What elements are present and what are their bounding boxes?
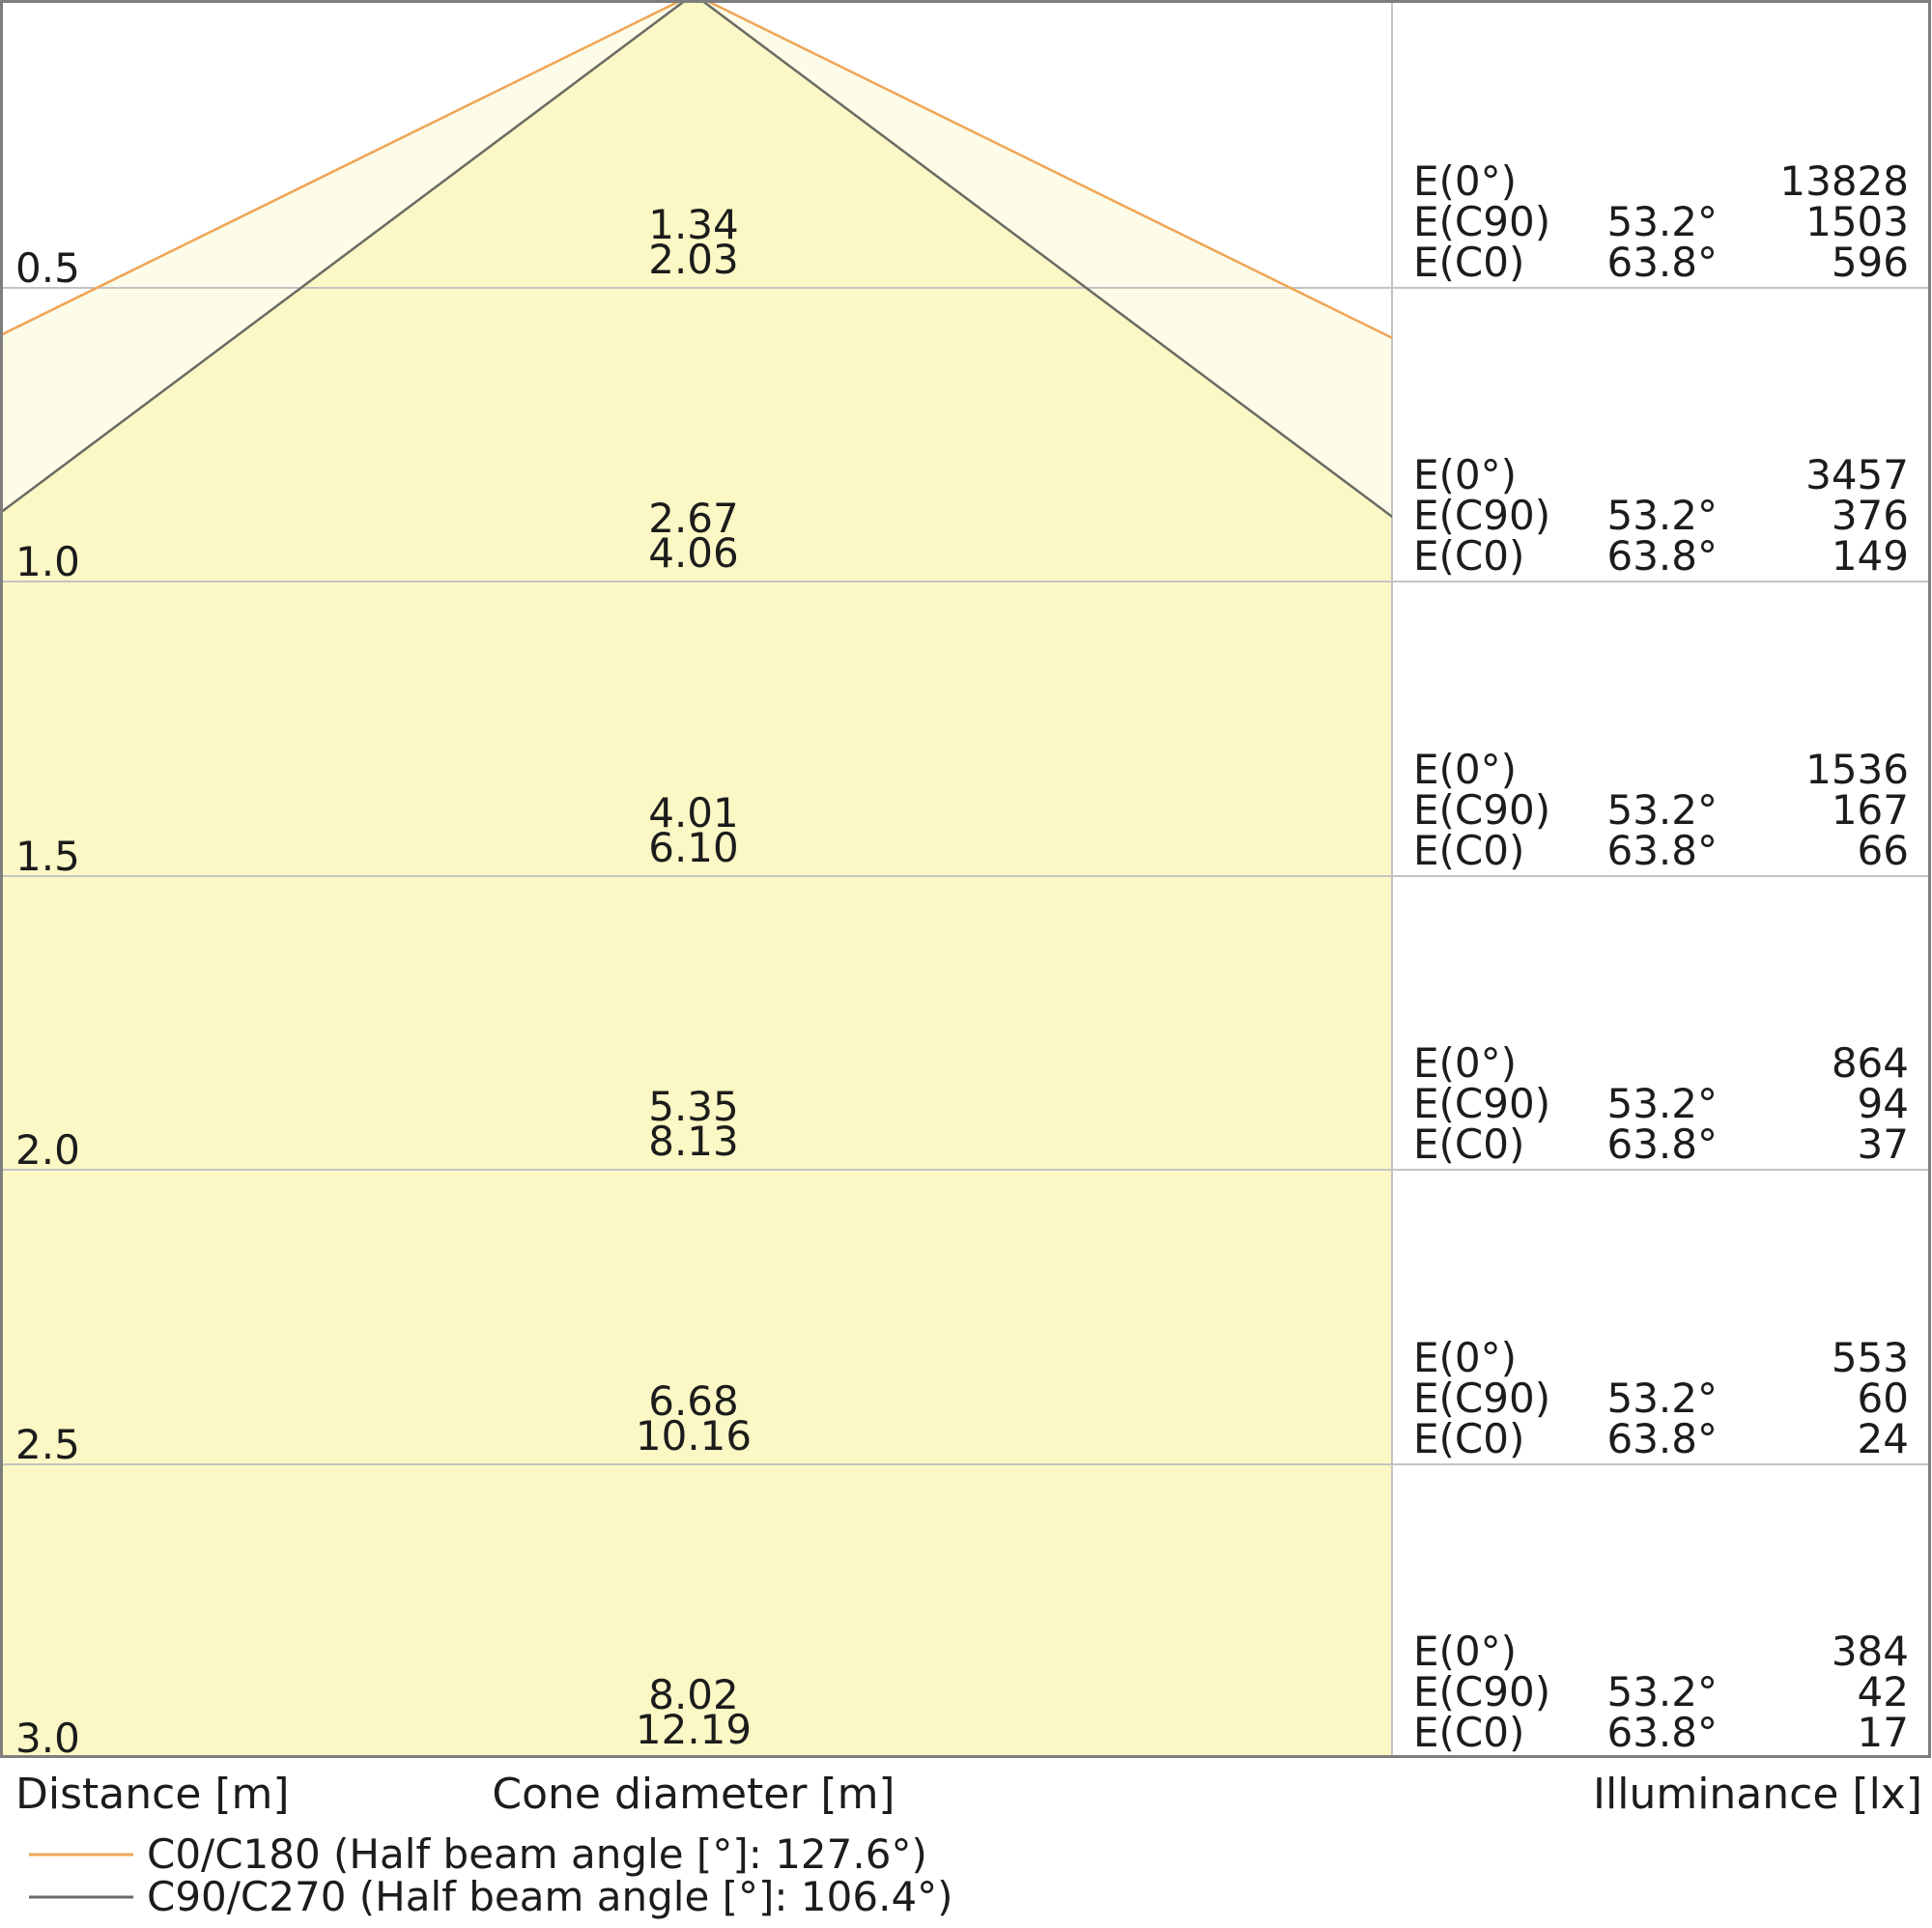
illuminance-ec90-label: E(C90) — [1413, 1375, 1550, 1422]
illuminance-e0-value: 13828 — [1779, 157, 1909, 205]
illuminance-ec90-label: E(C90) — [1413, 1080, 1550, 1127]
illuminance-ec90-angle: 53.2° — [1606, 492, 1718, 539]
cone-diameter-c90-value: 6.68 — [648, 1377, 739, 1425]
cone-diameter-c90-value: 5.35 — [648, 1083, 739, 1130]
illuminance-e0-value: 384 — [1832, 1628, 1909, 1675]
illuminance-ec0-value: 149 — [1832, 532, 1909, 580]
illuminance-ec90-value: 376 — [1832, 492, 1909, 539]
table-row: 2.5 6.68 10.16 E(0°) E(C90) E(C0) 53.2° … — [15, 1334, 1909, 1468]
illuminance-ec0-label: E(C0) — [1413, 1415, 1524, 1462]
illuminance-ec0-angle: 63.8° — [1606, 1415, 1718, 1462]
distance-axis-label: Distance [m] — [15, 1770, 290, 1819]
illuminance-ec0-angle: 63.8° — [1606, 827, 1718, 874]
illuminance-ec0-value: 24 — [1858, 1415, 1909, 1462]
illuminance-ec90-label: E(C90) — [1413, 1668, 1550, 1715]
illuminance-ec0-angle: 63.8° — [1606, 532, 1718, 580]
illuminance-e0-value: 864 — [1832, 1039, 1909, 1087]
illuminance-ec90-label: E(C90) — [1413, 198, 1550, 245]
illuminance-ec0-angle: 63.8° — [1606, 1120, 1718, 1168]
illuminance-ec0-angle: 63.8° — [1606, 239, 1718, 286]
cone-diameter-axis-label: Cone diameter [m] — [492, 1770, 895, 1819]
cone-fills — [2, 0, 1392, 1756]
cone-diameter-c0-value: 2.03 — [648, 236, 739, 283]
illuminance-ec0-label: E(C0) — [1413, 827, 1524, 874]
illuminance-ec90-angle: 53.2° — [1606, 786, 1718, 834]
table-row: 3.0 8.02 12.19 E(0°) E(C90) E(C0) 53.2° … — [15, 1628, 1909, 1762]
illuminance-ec0-value: 37 — [1858, 1120, 1909, 1168]
cone-diameter-c0-value: 4.06 — [648, 529, 739, 577]
illuminance-ec90-value: 42 — [1858, 1668, 1909, 1715]
illuminance-ec0-label: E(C0) — [1413, 1709, 1524, 1756]
illuminance-e0-value: 553 — [1832, 1334, 1909, 1381]
cone-diameter-c0-value: 6.10 — [648, 824, 739, 871]
legend-c0-label: C0/C180 (Half beam angle [°]: 127.6°) — [147, 1830, 927, 1878]
illuminance-ec90-value: 60 — [1858, 1375, 1909, 1422]
cone-c90-fill — [2, 0, 1392, 1756]
illuminance-e0-value: 1536 — [1805, 746, 1909, 793]
illuminance-axis-label: Illuminance [lx] — [1593, 1770, 1922, 1819]
cone-diameter-c0-value: 12.19 — [636, 1706, 752, 1753]
illuminance-e0-label: E(0°) — [1413, 746, 1517, 793]
illuminance-ec90-label: E(C90) — [1413, 786, 1550, 834]
cone-diameter-c90-value: 8.02 — [648, 1671, 739, 1718]
legend-c90-label: C90/C270 (Half beam angle [°]: 106.4°) — [147, 1873, 953, 1920]
distance-label: 2.0 — [15, 1126, 80, 1174]
cone-diameter-c0-value: 10.16 — [636, 1412, 752, 1460]
distance-label: 1.0 — [15, 538, 80, 585]
illuminance-e0-label: E(0°) — [1413, 157, 1517, 205]
distance-label: 2.5 — [15, 1421, 80, 1468]
illuminance-ec90-angle: 53.2° — [1606, 198, 1718, 245]
illuminance-ec0-value: 66 — [1858, 827, 1909, 874]
legend: C0/C180 (Half beam angle [°]: 127.6°) C9… — [29, 1830, 953, 1920]
table-row: 1.5 4.01 6.10 E(0°) E(C90) E(C0) 53.2° 6… — [15, 746, 1909, 880]
cone-diameter-c0-value: 8.13 — [648, 1118, 739, 1165]
illuminance-e0-label: E(0°) — [1413, 1334, 1517, 1381]
illuminance-e0-label: E(0°) — [1413, 451, 1517, 498]
distance-label: 0.5 — [15, 244, 80, 292]
illuminance-ec90-label: E(C90) — [1413, 492, 1550, 539]
cone-diameter-c90-value: 4.01 — [648, 789, 739, 836]
table-row: 0.5 1.34 2.03 E(0°) E(C90) E(C0) 53.2° 6… — [15, 157, 1909, 292]
table-row: 1.0 2.67 4.06 E(0°) E(C90) E(C0) 53.2° 6… — [15, 451, 1909, 585]
illuminance-ec90-value: 1503 — [1805, 198, 1909, 245]
illuminance-ec0-label: E(C0) — [1413, 239, 1524, 286]
illuminance-ec0-value: 17 — [1858, 1709, 1909, 1756]
illuminance-ec0-angle: 63.8° — [1606, 1709, 1718, 1756]
illuminance-ec90-angle: 53.2° — [1606, 1080, 1718, 1127]
illuminance-e0-label: E(0°) — [1413, 1628, 1517, 1675]
table-row: 2.0 5.35 8.13 E(0°) E(C90) E(C0) 53.2° 6… — [15, 1039, 1909, 1174]
illuminance-ec90-angle: 53.2° — [1606, 1668, 1718, 1715]
illuminance-ec0-label: E(C0) — [1413, 1120, 1524, 1168]
illuminance-ec90-value: 94 — [1858, 1080, 1909, 1127]
illuminance-ec90-angle: 53.2° — [1606, 1375, 1718, 1422]
illuminance-ec0-label: E(C0) — [1413, 532, 1524, 580]
illuminance-ec0-value: 596 — [1832, 239, 1909, 286]
illuminance-e0-value: 3457 — [1805, 451, 1909, 498]
diagram-frame — [0, 0, 1931, 1758]
distance-label: 3.0 — [15, 1715, 80, 1762]
gridlines — [2, 2, 1928, 1756]
illuminance-e0-label: E(0°) — [1413, 1039, 1517, 1087]
axis-captions: Distance [m] Cone diameter [m] Illuminan… — [15, 1770, 1922, 1819]
distance-label: 1.5 — [15, 833, 80, 880]
cone-diameter-c90-value: 1.34 — [648, 201, 739, 248]
cone-diameter-c90-value: 2.67 — [648, 495, 739, 542]
illuminance-ec90-value: 167 — [1832, 786, 1909, 834]
